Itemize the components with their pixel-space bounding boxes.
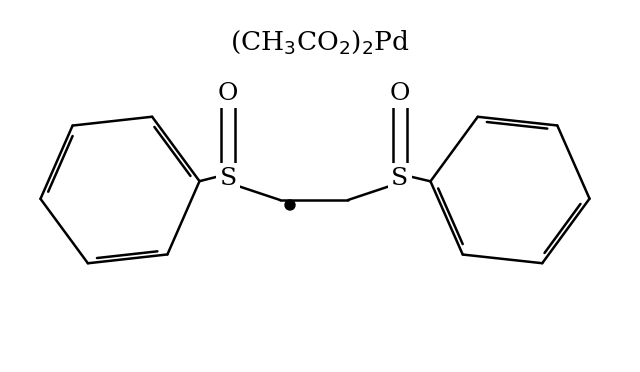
Text: O: O	[390, 81, 410, 105]
Text: S: S	[220, 167, 237, 189]
Text: (CH$_3$CO$_2$)$_2$Pd: (CH$_3$CO$_2$)$_2$Pd	[230, 28, 410, 56]
Circle shape	[285, 200, 295, 210]
Text: S: S	[392, 167, 408, 189]
Text: O: O	[218, 81, 238, 105]
